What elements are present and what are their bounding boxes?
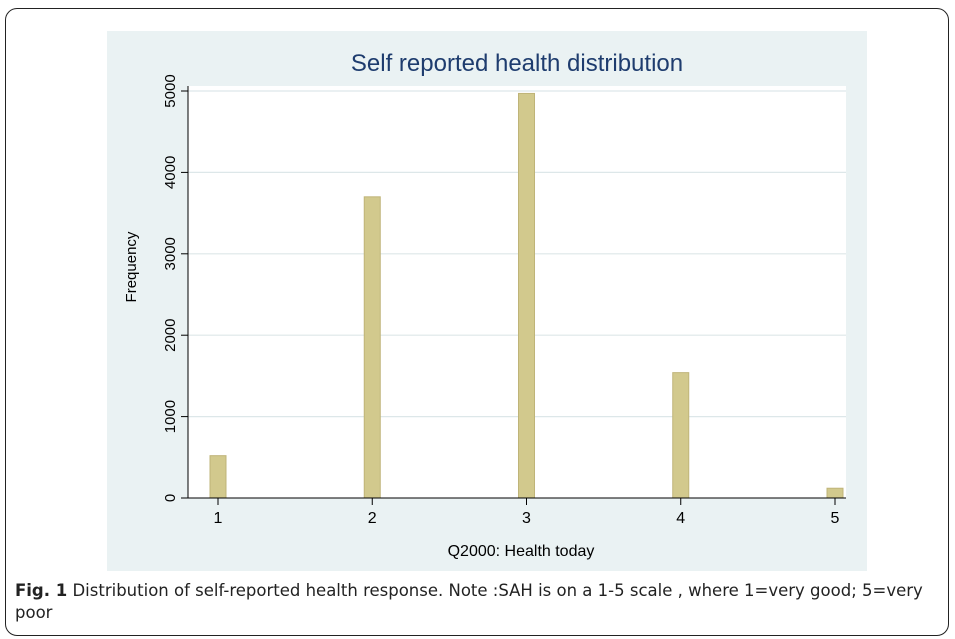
x-tick-label: 2 — [368, 510, 377, 527]
grid-lines — [188, 90, 846, 418]
bars — [209, 92, 844, 499]
y-tick-label: 5000 — [162, 74, 179, 107]
y-tick-label: 1000 — [162, 400, 179, 433]
figure-caption-text: Distribution of self-reported health res… — [15, 581, 923, 622]
x-tick-labels: 1 2 3 4 5 — [214, 510, 840, 527]
bar — [826, 487, 844, 499]
bar — [672, 372, 690, 499]
bar — [209, 455, 227, 499]
x-tick-label: 4 — [676, 510, 685, 527]
y-tick-labels: 0 1000 2000 3000 4000 5000 — [162, 74, 179, 502]
bar-chart: Self reported health distribution 0 1000 2… — [123, 50, 846, 560]
x-axis-label: Q2000: Health today — [448, 543, 595, 560]
y-tick-label: 3000 — [162, 237, 179, 270]
bar — [518, 92, 535, 499]
y-tick-label: 2000 — [162, 319, 179, 352]
x-tick-label: 1 — [214, 510, 223, 527]
bar — [363, 196, 381, 499]
plot-area — [188, 86, 846, 498]
x-tick-label: 3 — [522, 510, 531, 527]
figure-label: Fig. 1 — [15, 581, 68, 600]
y-axis-label: Frequency — [123, 231, 140, 302]
x-tick-label: 5 — [831, 510, 840, 527]
axes — [181, 86, 846, 505]
chart-title: Self reported health distribution — [351, 50, 683, 77]
y-tick-label: 0 — [162, 494, 179, 502]
figure-caption: Fig. 1 Distribution of self-reported hea… — [15, 580, 935, 624]
y-tick-label: 4000 — [162, 156, 179, 189]
